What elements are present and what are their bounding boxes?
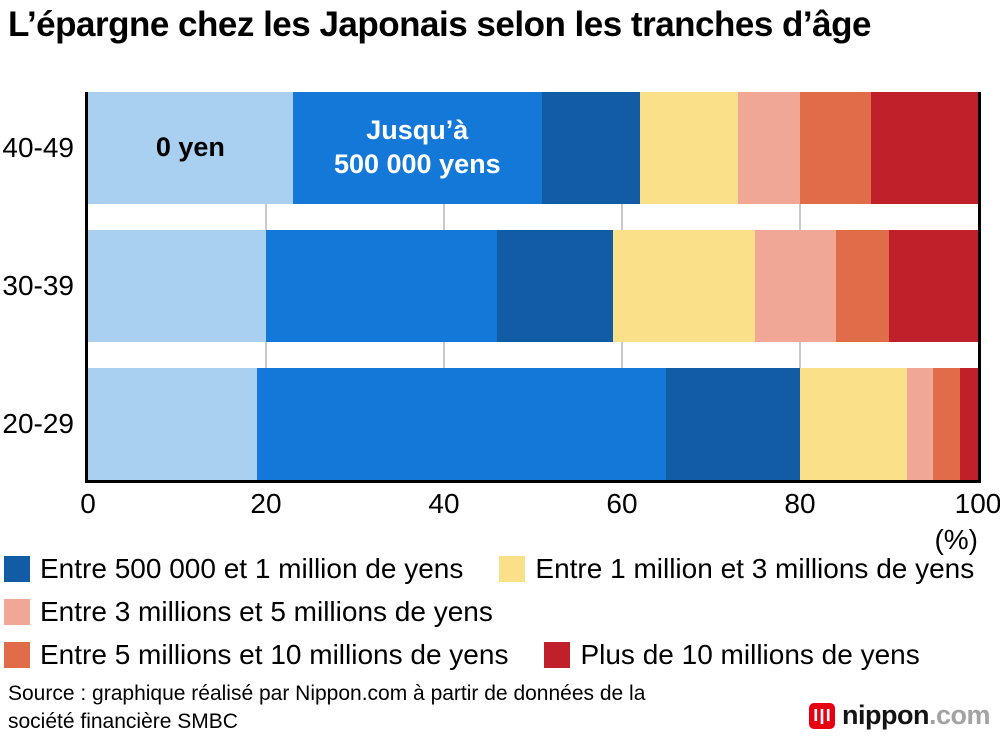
legend-row-2: Entre 3 millions et 5 millions de yens	[4, 596, 974, 628]
logo-wordmark: nippon.com	[842, 700, 991, 731]
y-label-20-29: 20-29	[2, 408, 74, 439]
source-note: Source : graphique réalisé par Nippon.co…	[8, 680, 645, 735]
legend-row-1: Entre 500 000 et 1 million de yens Entre …	[4, 553, 974, 585]
bar-segment	[88, 92, 293, 204]
chart-title: L’épargne chez les Japonais selon les tr…	[8, 5, 871, 44]
nippon-stripes-icon	[809, 702, 835, 729]
bar-segment	[835, 230, 889, 342]
bar-row-40-49: 0 yen Jusqu’à 500 000 yens	[88, 92, 978, 204]
legend-item: Entre 1 million et 3 millions de yens	[499, 553, 974, 585]
bar-segment	[292, 92, 542, 204]
bar-segment	[737, 92, 800, 204]
bar-segment	[933, 368, 961, 480]
legend-row-3: Entre 5 millions et 10 millions de yens P…	[4, 639, 974, 671]
legend-label: Plus de 10 millions de yens	[580, 639, 920, 670]
x-tick-80: 80	[784, 488, 816, 519]
legend-swatch	[4, 556, 30, 582]
legend-item: Entre 500 000 et 1 million de yens	[4, 553, 463, 585]
logo-brand: nippon	[842, 700, 929, 730]
bar-segment	[799, 368, 907, 480]
y-axis-labels: 40-49 30-39 20-29	[0, 92, 74, 480]
legend-swatch	[544, 642, 571, 668]
bar-segment	[497, 230, 614, 342]
bar-segment	[88, 368, 258, 480]
plot-area: 0 yen Jusqu’à 500 000 yens	[85, 92, 981, 483]
legend-swatch	[499, 556, 526, 582]
legend: Entre 500 000 et 1 million de yens Entre …	[4, 553, 974, 671]
legend-label: Entre 500 000 et 1 million de yens	[40, 553, 464, 584]
y-label-40-49: 40-49	[2, 132, 74, 163]
bar-segment	[960, 368, 978, 480]
bar-segment	[88, 230, 266, 342]
bars-container: 0 yen Jusqu’à 500 000 yens	[88, 92, 978, 480]
nippon-logo: nippon.com	[809, 700, 991, 731]
x-axis-unit-label: (%)	[934, 524, 978, 555]
bar-segment	[799, 92, 872, 204]
bar-row-30-39	[88, 230, 978, 342]
logo-tld: .com	[928, 700, 991, 730]
legend-item: Plus de 10 millions de yens	[544, 639, 920, 671]
bar-segment	[639, 92, 738, 204]
legend-item: Entre 3 millions et 5 millions de yens	[4, 596, 493, 628]
x-tick-60: 60	[606, 488, 638, 519]
x-axis-ticks: 0 20 40 60 80 100	[80, 488, 1000, 520]
legend-swatch	[4, 599, 30, 625]
legend-swatch	[4, 642, 30, 668]
source-line-2: société financière SMBC	[8, 709, 238, 733]
x-tick-100: 100	[954, 488, 1000, 519]
x-tick-40: 40	[428, 488, 460, 519]
legend-label: Entre 1 million et 3 millions de yens	[535, 553, 975, 584]
bar-segment	[888, 230, 978, 342]
source-line-1: Source : graphique réalisé par Nippon.co…	[8, 682, 646, 705]
bar-segment	[906, 368, 934, 480]
bar-segment	[613, 230, 756, 342]
x-tick-0: 0	[80, 488, 96, 519]
legend-item: Entre 5 millions et 10 millions de yens	[4, 639, 508, 671]
y-label-30-39: 30-39	[2, 270, 74, 301]
bar-segment	[871, 92, 978, 204]
bar-segment	[266, 230, 498, 342]
x-tick-20: 20	[250, 488, 282, 519]
bar-segment	[666, 368, 800, 480]
legend-label: Entre 5 millions et 10 millions de yens	[40, 639, 509, 670]
bar-row-20-29	[88, 368, 978, 480]
bar-segment	[257, 368, 667, 480]
bar-segment	[755, 230, 836, 342]
legend-label: Entre 3 millions et 5 millions de yens	[40, 596, 493, 627]
bar-segment	[541, 92, 640, 204]
